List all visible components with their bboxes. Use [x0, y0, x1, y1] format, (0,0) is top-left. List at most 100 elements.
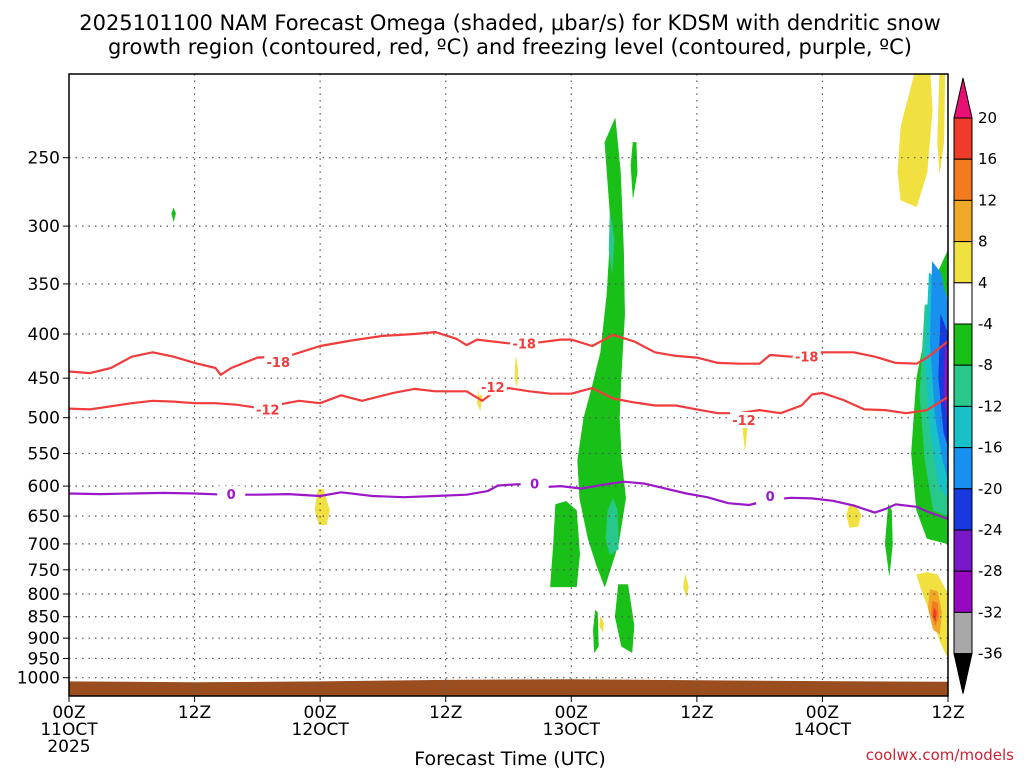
colorbar-cell-12: [953, 570, 973, 613]
colorbar-cell-0: [953, 77, 973, 119]
colorbar-cell-3: [953, 199, 973, 243]
contour-label-bg--18-1: [510, 335, 539, 352]
colorbar-cell-7: [953, 364, 973, 407]
y-tick-label-650: 650: [28, 507, 60, 527]
contour-label-bg--18-0: [264, 353, 293, 370]
contour-label-bg--12-0: [253, 401, 282, 418]
x-tick-label-24-2: 12OCT: [292, 720, 350, 740]
contour-label-bg-0-1: [520, 475, 549, 492]
contour-label-bg--12-1: [478, 379, 507, 396]
y-tick-label-300: 300: [28, 217, 60, 237]
y-tick-label-850: 850: [28, 608, 60, 628]
credit-text: coolwx.com/models: [866, 746, 1014, 764]
omega-region-8: [605, 497, 619, 555]
contour-label--18-1: -18: [512, 337, 536, 352]
omega-region-24: [599, 615, 604, 633]
colorbar-label-9: -20: [978, 480, 1003, 498]
contour-line--12: [69, 387, 948, 415]
contour-label--12-2: -12: [732, 414, 756, 429]
y-tick-label-250: 250: [28, 149, 60, 169]
omega-region-14: [943, 343, 948, 426]
colorbar-label-4: 4: [978, 274, 988, 292]
omega-region-16: [937, 74, 946, 173]
omega-region-3: [593, 609, 599, 654]
y-tick-label-950: 950: [28, 649, 60, 669]
x-tick-label-84-1: 12Z: [931, 703, 964, 723]
colorbar-cell-10: [953, 488, 973, 531]
colorbar: 20 16 12 8 4 -4 -8 -12 -16 -20 -24 -28 -32 -36: [953, 77, 1003, 694]
colorbar-cell-4: [953, 241, 973, 284]
chart-title-line1: 2025101100 NAM Forecast Omega (shaded, μ…: [79, 11, 941, 35]
colorbar-cell-13: [953, 611, 973, 655]
contour-lines: -18 -18 -18 -12 -12 -12 0 0 0: [69, 331, 948, 521]
colorbar-label-8: -16: [978, 439, 1003, 457]
colorbar-cell-6: [953, 323, 973, 366]
omega-region-6: [884, 503, 893, 575]
contour-label-bg-0-2: [756, 487, 785, 504]
contour-label--12-0: -12: [256, 403, 280, 418]
y-tick-label-450: 450: [28, 369, 60, 389]
chart-title-line2: growth region (contoured, red, ºC) and f…: [108, 35, 912, 59]
contour-label--18-0: -18: [267, 356, 291, 371]
y-tick-label-750: 750: [28, 561, 60, 581]
contour-line-0: [69, 480, 948, 521]
y-tick-label-500: 500: [28, 409, 60, 429]
colorbar-label-0: 20: [978, 109, 997, 127]
contour-label-0-0: 0: [227, 488, 236, 503]
plot-background: [69, 74, 948, 696]
y-axis-ticks: 2503003504004505005506006507007508008509…: [17, 149, 69, 689]
contour-label-0-1: 0: [530, 478, 539, 493]
contour-label-bg-0-0: [217, 486, 246, 503]
colorbar-cell-9: [953, 447, 973, 490]
colorbar-label-5: -4: [978, 315, 993, 333]
x-tick-label-72-2: 14OCT: [794, 720, 852, 740]
omega-region-22: [514, 356, 519, 387]
x-tick-label-0-2: 11OCT: [40, 720, 98, 740]
colorbar-label-6: -8: [978, 356, 993, 374]
x-tick-label-48-2: 13OCT: [543, 720, 601, 740]
omega-region-15: [897, 74, 933, 208]
y-tick-label-600: 600: [28, 477, 60, 497]
omega-region-17: [314, 488, 330, 525]
y-tick-label-900: 900: [28, 629, 60, 649]
x-axis-label: Forecast Time (UTC): [414, 748, 605, 768]
omega-region-27: [933, 606, 937, 622]
y-tick-label-400: 400: [28, 325, 60, 345]
omega-region-9: [608, 213, 615, 274]
plot-frame: [68, 73, 949, 697]
colorbar-label-12: -32: [978, 603, 1003, 621]
omega-region-18: [846, 504, 862, 528]
colorbar-label-11: -28: [978, 562, 1003, 580]
y-tick-label-350: 350: [28, 275, 60, 295]
y-tick-label-550: 550: [28, 444, 60, 464]
colorbar-label-1: 16: [978, 150, 997, 168]
colorbar-label-13: -36: [978, 645, 1003, 663]
colorbar-cell-14: [953, 653, 973, 694]
contour-label--12-1: -12: [481, 381, 505, 396]
x-tick-label-24-1: 00Z: [304, 703, 337, 723]
contour-label-bg--12-2: [729, 411, 758, 428]
y-tick-label-1000: 1000: [17, 669, 60, 689]
colorbar-label-10: -24: [978, 521, 1003, 539]
y-tick-label-800: 800: [28, 585, 60, 605]
x-tick-label-48-1: 00Z: [555, 703, 588, 723]
colorbar-cell-1: [953, 117, 973, 160]
y-tick-label-700: 700: [28, 535, 60, 555]
omega-region-1: [550, 501, 580, 588]
colorbar-label-2: 12: [978, 191, 997, 209]
contour-label--18-2: -18: [795, 351, 819, 366]
colorbar-cell-5: [953, 282, 973, 325]
ground-fill: [69, 679, 948, 696]
colorbar-cell-8: [953, 405, 973, 449]
colorbar-cell-11: [953, 529, 973, 572]
ground-layer: [69, 679, 948, 696]
omega-region-4: [630, 142, 638, 198]
x-tick-label-0-1: 00Z: [52, 703, 85, 723]
x-tick-label-60-1: 12Z: [680, 703, 713, 723]
contour-label-0-2: 0: [766, 490, 775, 505]
omega-region-5: [171, 207, 176, 223]
colorbar-cell-2: [953, 158, 973, 201]
x-tick-label-36-1: 12Z: [429, 703, 462, 723]
